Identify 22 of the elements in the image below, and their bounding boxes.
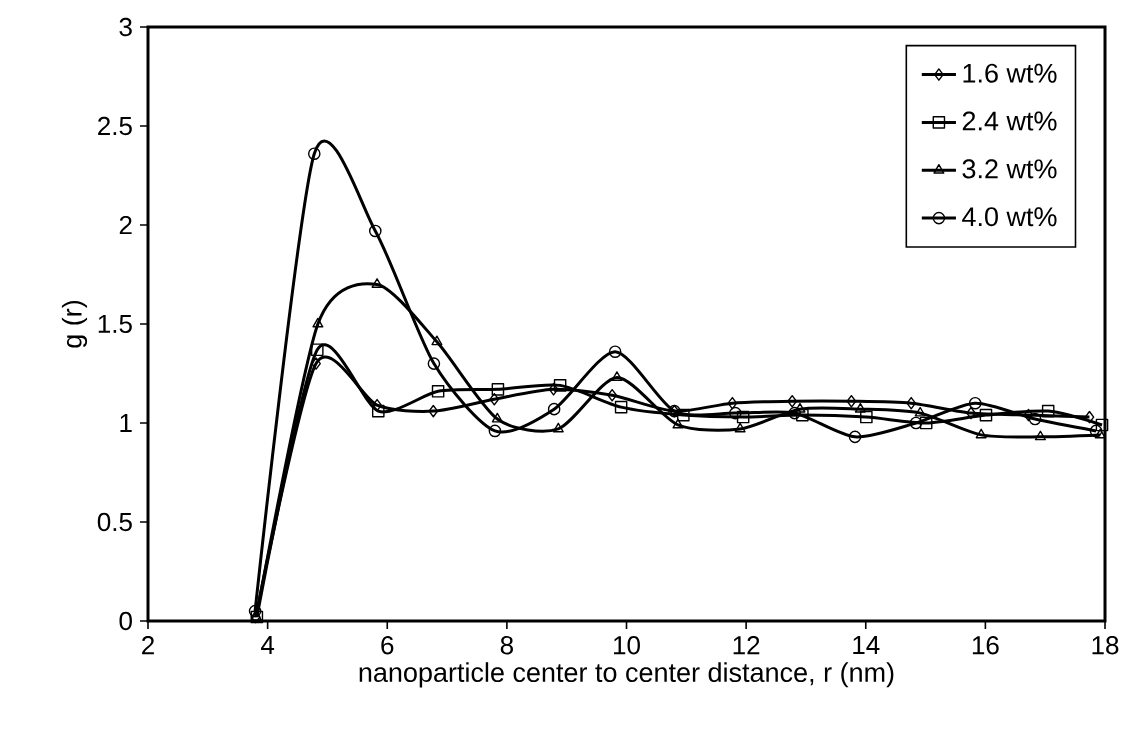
x-tick-label: 16 bbox=[972, 636, 999, 655]
y-tick-label: 1.5 bbox=[98, 314, 132, 334]
y-axis-title: g (r) bbox=[61, 300, 88, 348]
legend-label: 3.2 wt% bbox=[962, 159, 1057, 179]
y-tick-label: 1 bbox=[120, 414, 132, 432]
y-tick-label: 0 bbox=[119, 611, 132, 631]
legend-label: 1.6 wt% bbox=[963, 63, 1057, 83]
x-axis-title: nanoparticle center to center distance, r (nm) bbox=[359, 662, 894, 688]
y-tick-label: 2 bbox=[119, 215, 132, 235]
x-tick-label: 6 bbox=[381, 636, 394, 655]
x-tick-label: 10 bbox=[614, 636, 640, 655]
x-tick-label: 4 bbox=[261, 636, 275, 654]
x-tick-label: 14 bbox=[853, 636, 880, 654]
legend-label: 4.0 wt% bbox=[962, 207, 1057, 227]
y-tick-label: 2.5 bbox=[98, 116, 132, 136]
legend-label: 2.4 wt% bbox=[962, 111, 1057, 131]
x-tick-label: 18 bbox=[1092, 636, 1119, 655]
y-tick-label: 3 bbox=[119, 17, 132, 37]
x-tick-label: 8 bbox=[500, 636, 513, 655]
y-tick-label: 0.5 bbox=[97, 512, 132, 532]
x-tick-label: 2 bbox=[142, 636, 154, 655]
x-tick-label: 12 bbox=[733, 636, 760, 655]
